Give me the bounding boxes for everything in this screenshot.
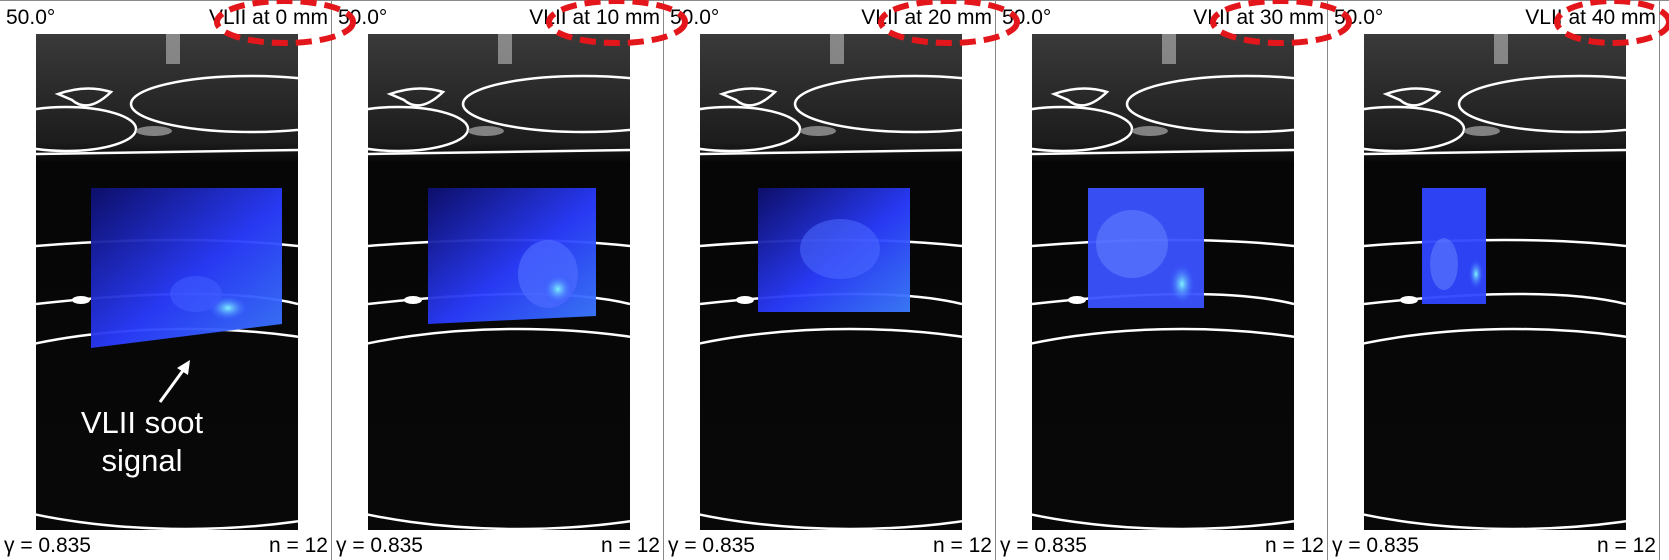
soot-signal-overlay — [1088, 188, 1204, 308]
gamma-value: γ = 0.835 — [668, 534, 755, 557]
top-border — [0, 0, 1669, 1]
sample-count: n = 12 — [269, 534, 328, 557]
vlii-position-label: VLII at 30 mm — [1193, 6, 1324, 29]
sample-count: n = 12 — [1265, 534, 1324, 557]
panel-divider — [1327, 0, 1328, 560]
sample-count: n = 12 — [933, 534, 992, 557]
soot-signal-overlay — [1422, 188, 1486, 304]
crank-angle-label: 50.0° — [1002, 6, 1052, 29]
panel-divider — [1659, 0, 1660, 560]
vlii-position-label: VLII at 40 mm — [1525, 6, 1656, 29]
combustion-image — [36, 34, 298, 530]
soot-signal-overlay — [91, 188, 282, 348]
panel-40mm: 50.0° VLII at 40 mm — [1328, 0, 1660, 560]
combustion-image — [1032, 34, 1294, 530]
panel-0mm: 50.0° VLII at 0 mm — [0, 0, 332, 560]
panel-divider — [331, 0, 332, 560]
panel-divider — [663, 0, 664, 560]
panel-10mm: 50.0° VLII at 10 mm — [332, 0, 664, 560]
panel-20mm: 50.0° VLII at 20 mm γ = 0.835 — [664, 0, 996, 560]
panel-divider — [995, 0, 996, 560]
gamma-value: γ = 0.835 — [336, 534, 423, 557]
combustion-image — [1364, 34, 1626, 530]
crank-angle-label: 50.0° — [670, 6, 720, 29]
crank-angle-label: 50.0° — [1334, 6, 1384, 29]
crank-angle-label: 50.0° — [338, 6, 388, 29]
combustion-image — [368, 34, 630, 530]
gamma-value: γ = 0.835 — [4, 534, 91, 557]
soot-signal-callout: VLII soot signal — [52, 404, 232, 480]
sample-count: n = 12 — [601, 534, 660, 557]
panel-30mm: 50.0° VLII at 30 mm — [996, 0, 1328, 560]
vlii-position-label: VLII at 10 mm — [529, 6, 660, 29]
callout-line-1: VLII soot — [80, 405, 204, 440]
callout-line-2: signal — [101, 443, 183, 478]
crank-angle-label: 50.0° — [6, 6, 56, 29]
soot-signal-overlay — [428, 188, 596, 324]
sample-count: n = 12 — [1597, 534, 1656, 557]
soot-signal-overlay — [758, 188, 910, 312]
gamma-value: γ = 0.835 — [1000, 534, 1087, 557]
gamma-value: γ = 0.835 — [1332, 534, 1419, 557]
vlii-position-label: VLII at 0 mm — [208, 6, 328, 29]
combustion-image — [700, 34, 962, 530]
vlii-position-label: VLII at 20 mm — [861, 6, 992, 29]
